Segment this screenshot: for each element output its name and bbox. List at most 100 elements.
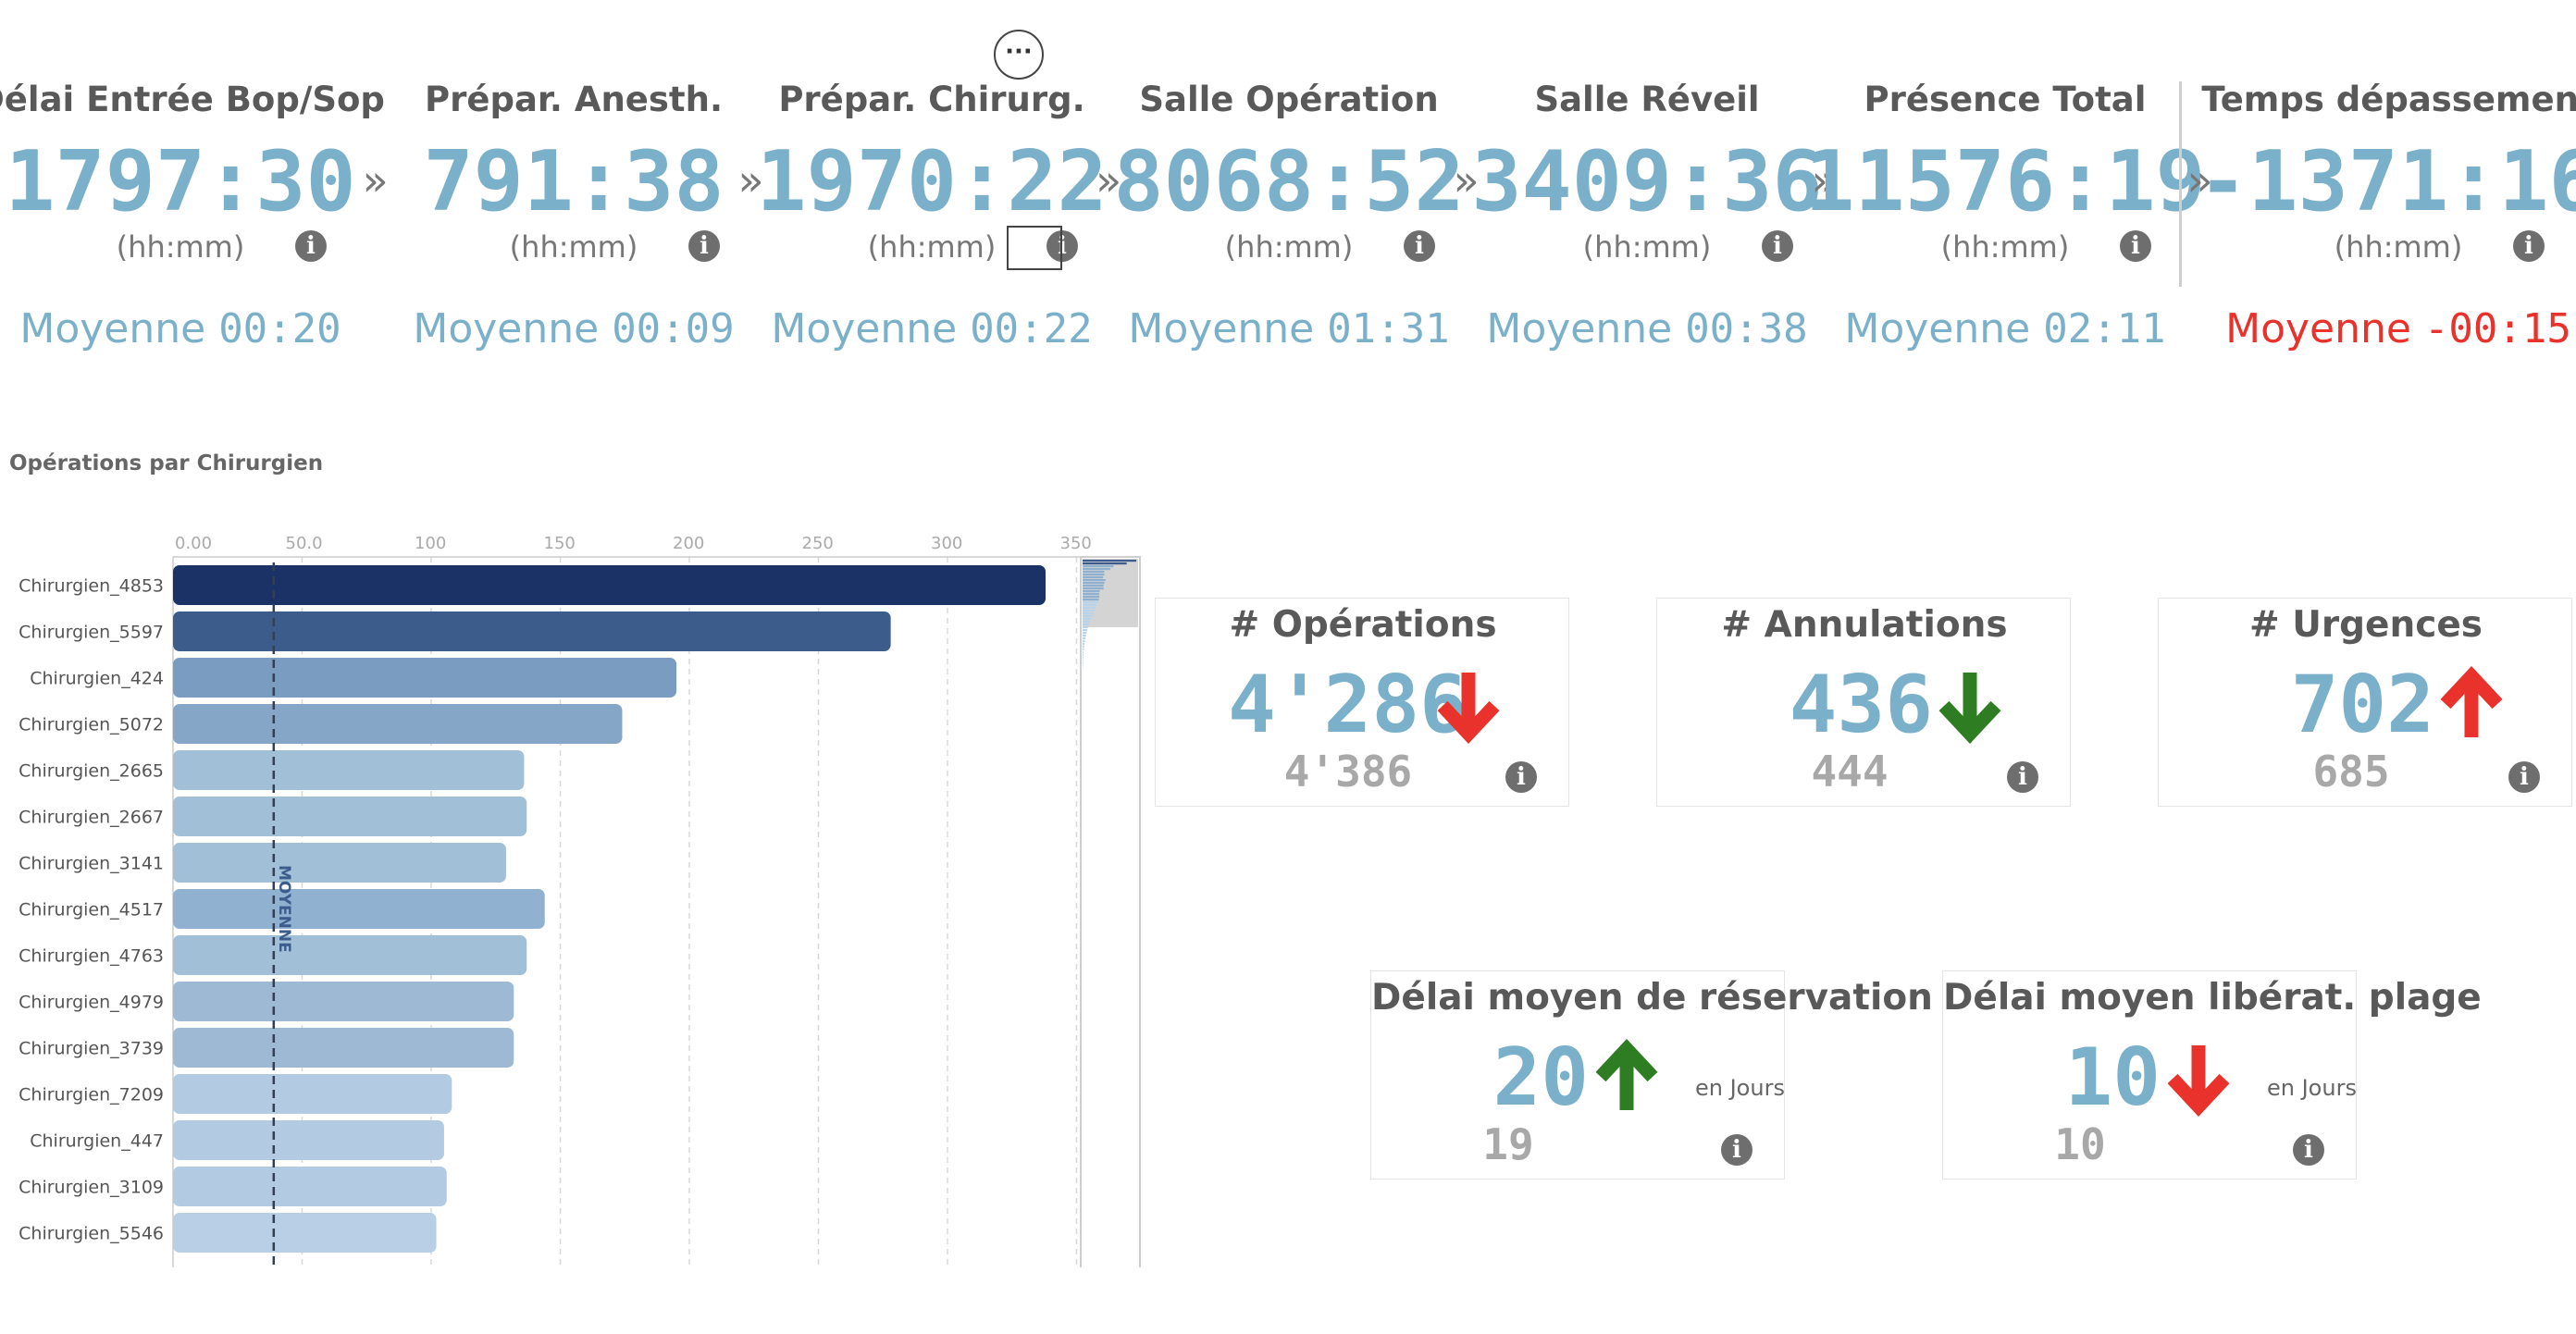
minimap-bar [1083,593,1100,596]
minimap-bar [1083,643,1085,646]
card-title: # Opérations [1229,604,1497,646]
card-compare-value: 444 [1811,747,1889,797]
bar [173,1074,452,1114]
info-icon[interactable]: i [295,230,327,262]
bar [173,704,623,744]
kpi-unit-presence-total: (hh:mm) [1940,229,2070,265]
bar [173,982,514,1021]
bar [173,1213,437,1253]
info-icon[interactable]: i [688,230,720,262]
info-icon[interactable]: i [2293,1134,2324,1166]
y-category-label: Chirurgien_3141 [19,854,164,874]
kpi-value-temps-depassement: -1371:16 [2198,133,2576,230]
minimap-bar [1083,657,1084,660]
kpi-unit-prepar-chirurg: (hh:mm) [867,229,997,265]
minimap-bar [1083,607,1096,610]
minimap-bar [1083,662,1084,665]
bar [173,797,527,836]
minimap-bar [1083,646,1084,648]
card-compare-value: 19 [1482,1119,1534,1169]
minimap-bar [1083,621,1090,624]
bar [173,1167,447,1206]
card-compare-value: 685 [2312,747,2390,797]
kpi-card-urgences: # Urgences 702 685 i [2158,598,2572,807]
bar [173,843,506,883]
kpi-average-prepar-chirurg: Moyenne 00:22 [771,305,1093,352]
y-category-label: Chirurgien_4853 [19,576,164,597]
kpi-average-delai-entree: Moyenne 00:20 [19,305,341,352]
y-category-label: Chirurgien_424 [30,669,164,689]
kpi-title-salle-operation: Salle Opération [1139,80,1439,119]
chart-minimap[interactable] [1080,556,1141,1267]
kpi-value-prepar-chirurg: 1970:22 [756,133,1108,230]
kpi-average-salle-operation: Moyenne 01:31 [1128,305,1450,352]
x-tick-label: 350 [1060,534,1092,553]
bar [173,1028,514,1068]
x-tick-label: 100 [415,534,446,553]
info-icon[interactable]: i [1762,230,1793,262]
bar [173,611,891,651]
y-category-label: Chirurgien_5597 [19,623,164,643]
minimap-bar [1083,571,1105,574]
minimap-bar [1083,568,1110,571]
info-icon[interactable]: i [1721,1134,1752,1166]
card-unit: en Jours [2267,1075,2357,1101]
kpi-average-prepar-anesth: Moyenne 00:09 [413,305,735,352]
x-tick-label: 0.00 [175,534,212,553]
card-title: # Annulations [1721,604,2008,646]
kpi-title-temps-depassement: Temps dépassement [2201,80,2576,119]
card-compare-value: 10 [2054,1119,2106,1169]
kpi-unit-salle-reveil: (hh:mm) [1582,229,1712,265]
bar [173,658,677,698]
chevron-right-icon: » [1096,155,1122,205]
info-icon[interactable]: i [2513,230,2545,262]
kpi-average-temps-depassement: Moyenne -00:15 [2225,305,2571,352]
info-icon[interactable]: i [1505,761,1537,793]
minimap-bar [1083,615,1093,618]
minimap-bar [1083,565,1114,568]
chevron-right-icon: » [1453,155,1480,205]
card-compare-value: 4'386 [1283,747,1413,797]
chevron-right-icon: » [362,155,389,205]
kpi-card-delai-reservation: Délai moyen de réservation 20 19 en Jours i [1370,970,1933,1180]
kpi-title-delai-entree: Délai Entrée Bop/Sop [0,80,385,119]
minimap-bar [1083,562,1127,565]
x-tick-label: 300 [931,534,962,553]
card-unit: en Jours [1695,1075,1785,1101]
x-tick-label: 150 [544,534,576,553]
trend-arrow-down-icon [1938,673,2001,744]
trend-arrow-up-icon [1595,1039,1658,1110]
bar [173,1120,444,1160]
card-value: 10 [2064,1031,2161,1124]
info-icon[interactable]: i [2007,761,2038,793]
card-title: Délai moyen de réservation [1371,977,1933,1019]
kpi-value-presence-total: 11576:19 [1804,133,2206,230]
more-options-button[interactable]: ··· [994,30,1044,80]
minimap-bar [1083,587,1104,590]
bar [173,750,525,790]
y-category-label: Chirurgien_5072 [19,715,164,735]
bar [173,889,545,929]
bar [173,935,527,975]
minimap-bar [1083,585,1104,587]
minimap-bar [1083,590,1100,593]
info-icon[interactable]: i [1404,230,1435,262]
minimap-bar [1083,579,1106,582]
minimap-bar [1083,629,1088,632]
info-icon[interactable]: i [2120,230,2151,262]
y-category-label: Chirurgien_3109 [19,1178,164,1198]
bar [173,565,1046,605]
kpi-card-delai-liberation: Délai moyen libérat. plage 10 10 en Jours i [1942,970,2482,1180]
x-tick-label: 50.0 [286,534,323,553]
info-icon[interactable]: i [2508,761,2540,793]
card-value: 20 [1492,1031,1589,1124]
minimap-bar [1083,601,1098,604]
kpi-value-delai-entree: 1797:30 [5,133,356,230]
minimap-bar [1083,574,1105,576]
kpi-title-presence-total: Présence Total [1864,80,2147,119]
card-title: # Urgences [2248,604,2483,646]
kpi-value-salle-reveil: 3409:36 [1471,133,1823,230]
average-reference-label: MOYENNE [275,865,293,953]
kpi-average-presence-total: Moyenne 02:11 [1844,305,2166,352]
kpi-value-salle-operation: 8068:52 [1113,133,1465,230]
